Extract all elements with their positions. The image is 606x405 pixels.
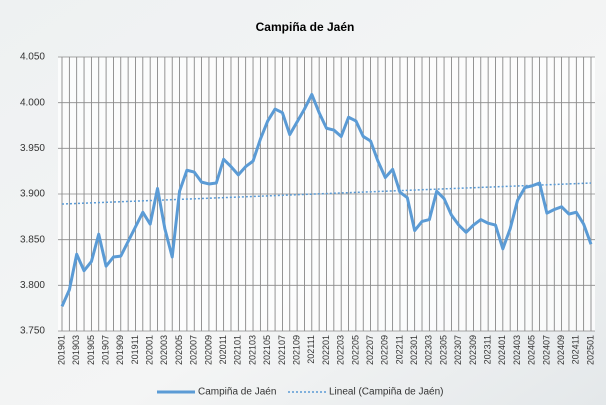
x-tick-label: 202209: [380, 335, 390, 365]
x-tick-label: 202409: [556, 335, 566, 365]
x-tick-label: 202501: [585, 335, 595, 365]
legend-label: Campiña de Jaén: [198, 387, 276, 398]
x-tick-label: 202307: [453, 335, 463, 365]
x-tick-label: 202105: [262, 335, 272, 365]
x-tick-label: 202107: [277, 335, 287, 365]
y-tick-label: 3.850: [20, 234, 45, 245]
x-tick-label: 202411: [571, 335, 581, 364]
legend-label: Lineal (Campiña de Jaén): [329, 387, 444, 398]
y-tick-label: 3.900: [20, 189, 45, 200]
x-tick-label: 202003: [159, 335, 169, 365]
x-tick-label: 202111: [306, 335, 316, 364]
x-tick-label: 202301: [409, 335, 419, 365]
x-tick-label: 202203: [336, 335, 346, 365]
x-tick-label: 201907: [100, 335, 110, 365]
x-tick-label: 201909: [115, 335, 125, 365]
x-tick-label: 202005: [174, 335, 184, 365]
y-tick-label: 4.050: [20, 52, 45, 63]
x-tick-label: 202109: [291, 335, 301, 365]
x-tick-label: 202407: [541, 335, 551, 365]
x-tick-label: 202201: [321, 335, 331, 365]
y-tick-label: 3.950: [20, 143, 45, 154]
series-line: [60, 92, 593, 307]
x-tick-label: 201905: [86, 335, 96, 365]
y-tick-label: 4.000: [20, 97, 45, 108]
y-tick-label: 3.750: [20, 326, 45, 337]
chart-title: Campiña de Jaén: [256, 20, 355, 34]
x-tick-label: 202303: [424, 335, 434, 365]
x-tick-label: 202207: [365, 335, 375, 365]
y-tick-label: 3.800: [20, 280, 45, 291]
x-tick-label: 202001: [145, 335, 155, 365]
x-tick-label: 202009: [203, 335, 213, 365]
x-tick-label: 202011: [218, 335, 228, 364]
x-tick-label: 202405: [527, 335, 537, 365]
x-tick-label: 202103: [247, 335, 257, 365]
x-tick-label: 202007: [189, 335, 199, 365]
x-tick-label: 202309: [468, 335, 478, 365]
x-tick-label: 201901: [56, 335, 66, 365]
x-tick-label: 202205: [350, 335, 360, 365]
x-tick-label: 202403: [512, 335, 522, 365]
x-tick-label: 202401: [497, 335, 507, 365]
x-tick-label: 202311: [483, 335, 493, 364]
x-tick-label: 202101: [233, 335, 243, 365]
trend-line: [61, 182, 592, 205]
x-tick-label: 202305: [438, 335, 448, 365]
x-tick-label: 201911: [130, 335, 140, 364]
x-tick-label: 201903: [71, 335, 81, 365]
x-tick-label: 202211: [394, 335, 404, 364]
